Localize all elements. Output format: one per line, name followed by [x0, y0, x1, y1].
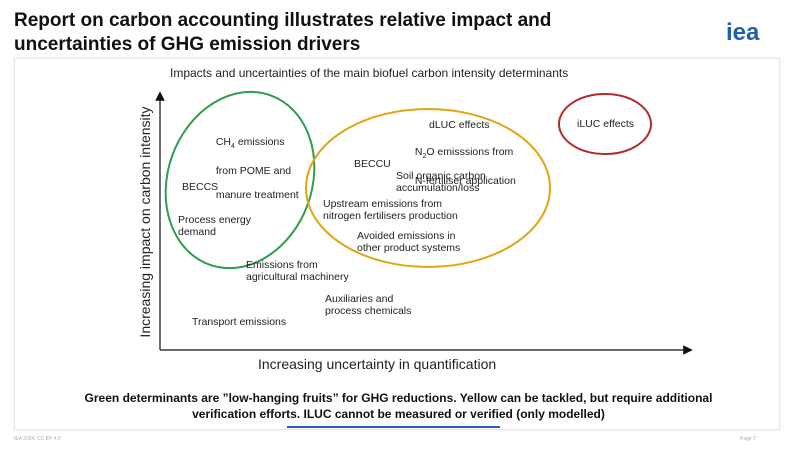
- beccs-label: BECCS: [182, 181, 219, 193]
- n2o-line-2: N-fertiliser application: [414, 175, 516, 188]
- soil-carbon-label: Soil organic carbon accumulation/loss: [396, 170, 486, 194]
- note-line-2: verification efforts. ILUC cannot be mea…: [192, 407, 605, 421]
- process-energy-label: Process energy demand: [178, 214, 251, 238]
- iea-logo: iea: [726, 20, 760, 44]
- red-group-ellipse: [558, 93, 652, 155]
- ch4-text: CH: [215, 136, 232, 148]
- auxiliaries-label: Auxiliaries and process chemicals: [325, 293, 412, 317]
- ch4-text-rest: emissions: [234, 136, 285, 148]
- accent-rule: [287, 426, 500, 428]
- footer-license: IEA 2024. CC BY 4.0: [14, 436, 61, 442]
- emissions-machinery-label: Emissions from agricultural machinery: [246, 259, 349, 283]
- note-line-1: Green determinants are ”low-hanging frui…: [84, 391, 713, 405]
- iluc-label: iLUC effects: [577, 118, 634, 130]
- green-group-ellipse: [164, 90, 316, 270]
- slide-frame: [14, 58, 780, 430]
- page-title: Report on carbon accounting illustrates …: [14, 9, 654, 57]
- diagram-subtitle: Impacts and uncertainties of the main bi…: [170, 66, 569, 80]
- ch4-subscript: 4: [231, 143, 235, 151]
- x-axis-label: Increasing uncertainty in quantification: [258, 356, 497, 372]
- n2o-subscript: 2: [422, 153, 427, 161]
- dluc-label: dLUC effects: [429, 119, 490, 131]
- n2o-text: N: [414, 146, 423, 158]
- footer-page-number: Page 7: [740, 436, 756, 442]
- iea-logo-text: iea: [726, 20, 760, 44]
- n2o-emissions-label: N2O emisssions from N-fertiliser applica…: [409, 134, 516, 187]
- n2o-text-rest: O emisssions from: [426, 146, 514, 158]
- ch4-emissions-label: CH4 emissions from POME and manure treat…: [210, 124, 299, 201]
- y-axis-label: Increasing impact on carbon intensity: [137, 106, 153, 338]
- transport-emissions-label: Transport emissions: [192, 316, 287, 328]
- ch4-line-3: manure treatment: [215, 189, 299, 202]
- yellow-group-ellipse: [305, 108, 551, 268]
- beccu-label: BECCU: [354, 158, 391, 170]
- avoided-emissions-label: Avoided emissions in other product syste…: [357, 230, 461, 254]
- upstream-emissions-label: Upstream emissions from nitrogen fertili…: [323, 198, 458, 222]
- ch4-line-2: from POME and: [215, 165, 292, 178]
- title-line-1: Report on carbon accounting illustrates …: [14, 10, 552, 31]
- key-takeaway-note: Green determinants are ”low-hanging frui…: [20, 390, 777, 422]
- title-line-2: uncertainties of GHG emission drivers: [14, 34, 361, 55]
